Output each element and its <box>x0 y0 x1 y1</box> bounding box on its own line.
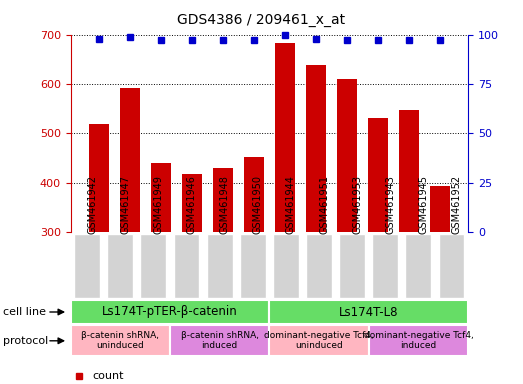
FancyBboxPatch shape <box>107 233 133 298</box>
FancyBboxPatch shape <box>306 233 332 298</box>
Bar <box>368 118 388 232</box>
Text: GSM461944: GSM461944 <box>286 175 296 234</box>
Bar <box>430 186 450 232</box>
FancyBboxPatch shape <box>273 233 299 298</box>
Text: GSM461943: GSM461943 <box>385 175 395 234</box>
Text: GSM461949: GSM461949 <box>153 175 163 234</box>
Text: β-catenin shRNA,
uninduced: β-catenin shRNA, uninduced <box>81 331 160 351</box>
Text: dominant-negative Tcf4,
uninduced: dominant-negative Tcf4, uninduced <box>264 331 374 351</box>
FancyBboxPatch shape <box>339 233 365 298</box>
Text: protocol: protocol <box>3 336 48 346</box>
FancyBboxPatch shape <box>269 300 468 324</box>
Text: Ls174T-pTER-β-catenin: Ls174T-pTER-β-catenin <box>102 306 238 318</box>
Text: GSM461942: GSM461942 <box>87 175 97 234</box>
Bar <box>244 157 264 232</box>
Text: GSM461951: GSM461951 <box>319 175 329 234</box>
FancyBboxPatch shape <box>439 233 464 298</box>
Text: GSM461947: GSM461947 <box>120 175 130 234</box>
Text: GSM461948: GSM461948 <box>220 175 230 234</box>
Bar <box>89 124 109 232</box>
Bar <box>151 163 171 232</box>
FancyBboxPatch shape <box>170 325 269 356</box>
FancyBboxPatch shape <box>372 233 398 298</box>
FancyBboxPatch shape <box>207 233 233 298</box>
FancyBboxPatch shape <box>269 325 369 356</box>
Text: GSM461946: GSM461946 <box>187 175 197 234</box>
FancyBboxPatch shape <box>240 233 266 298</box>
Text: GSM461950: GSM461950 <box>253 175 263 234</box>
Text: GSM461945: GSM461945 <box>418 175 428 234</box>
Bar <box>181 174 202 232</box>
Text: dominant-negative Tcf4,
induced: dominant-negative Tcf4, induced <box>363 331 473 351</box>
FancyBboxPatch shape <box>405 233 431 298</box>
FancyBboxPatch shape <box>71 325 170 356</box>
Text: GDS4386 / 209461_x_at: GDS4386 / 209461_x_at <box>177 13 346 27</box>
Text: β-catenin shRNA,
induced: β-catenin shRNA, induced <box>180 331 259 351</box>
Text: GSM461953: GSM461953 <box>352 175 362 234</box>
Bar <box>306 65 326 232</box>
FancyBboxPatch shape <box>141 233 166 298</box>
Text: cell line: cell line <box>3 307 46 317</box>
FancyBboxPatch shape <box>174 233 199 298</box>
Bar <box>120 88 140 232</box>
Bar <box>213 168 233 232</box>
FancyBboxPatch shape <box>74 233 100 298</box>
Text: count: count <box>93 371 124 381</box>
Bar <box>399 110 419 232</box>
FancyBboxPatch shape <box>369 325 468 356</box>
Text: Ls174T-L8: Ls174T-L8 <box>339 306 399 318</box>
Bar <box>275 43 295 232</box>
Bar <box>337 79 357 232</box>
FancyBboxPatch shape <box>71 300 269 324</box>
Text: GSM461952: GSM461952 <box>451 175 461 234</box>
